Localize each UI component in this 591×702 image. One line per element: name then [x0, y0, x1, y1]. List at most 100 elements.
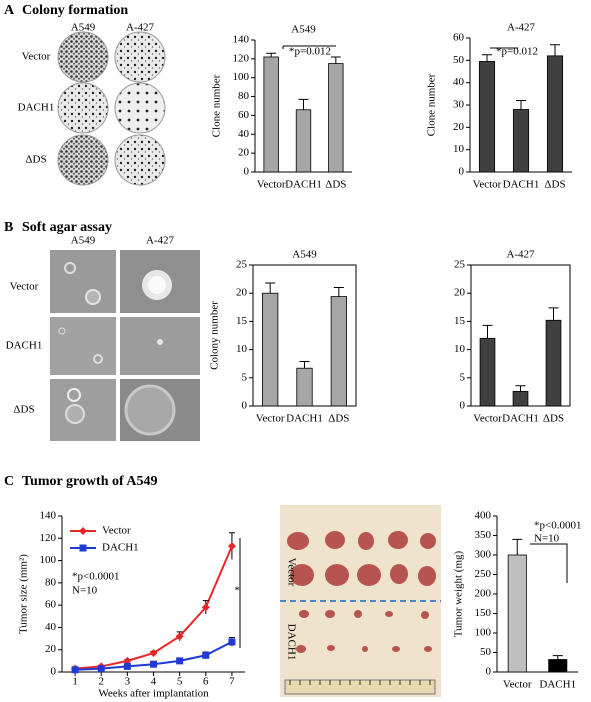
column-label: A549 — [71, 22, 96, 34]
y-tick-label: 40 — [45, 621, 57, 633]
significance-bracket — [530, 543, 568, 583]
y-tick-label: 80 — [238, 90, 250, 102]
panel-letter: B — [4, 220, 13, 235]
x-tick-label: ΔDS — [325, 179, 346, 191]
x-tick-label: 3 — [125, 676, 131, 688]
y-tick-label: 60 — [45, 599, 57, 611]
marker — [71, 666, 79, 674]
y-tick-label: 25 — [454, 259, 466, 271]
y-tick-label: 0 — [244, 166, 250, 178]
marker — [227, 542, 236, 551]
x-tick-label: DACH1 — [539, 679, 576, 691]
y-tick-label: 0 — [460, 400, 466, 412]
row-label: DACH1 — [6, 340, 43, 352]
bar — [328, 63, 344, 173]
y-tick-label: 20 — [454, 287, 466, 299]
marker — [97, 665, 105, 673]
error-bar — [516, 100, 526, 110]
column-label: A549 — [71, 235, 96, 247]
panel-letter: C — [4, 474, 14, 489]
error-bar — [515, 385, 526, 392]
annotation: *p<0.0001 — [72, 571, 119, 583]
y-tick-label: 250 — [475, 568, 492, 580]
legend-marker — [79, 527, 87, 535]
annotation: * — [234, 585, 240, 597]
y-tick-label: 0 — [459, 166, 465, 178]
error-bar — [265, 282, 276, 294]
colony-plates — [57, 31, 166, 186]
y-tick-label: 0 — [242, 400, 248, 412]
x-tick-label: Vector — [256, 413, 285, 425]
y-tick-label: 150 — [475, 607, 492, 619]
annotation: N=10 — [72, 585, 98, 597]
row-label: ΔDS — [13, 404, 34, 416]
marker — [123, 656, 132, 665]
x-tick-label: ΔDS — [543, 413, 564, 425]
bar — [263, 56, 279, 173]
bar — [479, 337, 496, 407]
photo-label: DACH1 — [285, 624, 297, 661]
y-tick-label: 100 — [40, 554, 57, 566]
x-tick-label: 5 — [177, 676, 183, 688]
row-label: DACH1 — [18, 102, 55, 114]
tumor-photo — [280, 505, 441, 697]
marker — [201, 603, 210, 612]
y-tick-label: 10 — [453, 143, 465, 155]
annotation: *p<0.0001 — [534, 520, 581, 532]
row-label: ΔDS — [25, 154, 46, 166]
x-tick-label: DACH1 — [285, 179, 322, 191]
y-tick-label: 40 — [238, 128, 250, 140]
y-tick-label: 10 — [454, 343, 466, 355]
y-tick-label: 400 — [475, 510, 492, 522]
row-label: Vector — [22, 51, 51, 63]
error-bar — [482, 324, 493, 339]
y-tick-label: 60 — [453, 32, 465, 44]
y-tick-label: 5 — [242, 371, 248, 383]
y-tick-label: 15 — [236, 315, 248, 327]
panel-title: Soft agar assay — [22, 220, 112, 235]
x-tick-label: 6 — [203, 676, 209, 688]
annotation: *p=0.012 — [496, 46, 538, 58]
y-tick-label: 20 — [238, 147, 250, 159]
y-tick-label: 100 — [233, 71, 250, 83]
bar — [512, 390, 529, 407]
column-label: A-427 — [146, 235, 175, 247]
y-tick-label: 120 — [233, 52, 250, 64]
bar — [262, 292, 279, 407]
x-tick-label: DACH1 — [286, 413, 323, 425]
x-tick-label: 2 — [98, 676, 104, 688]
y-axis-label: Tumor weight (mg) — [453, 550, 465, 637]
bar — [296, 367, 313, 407]
x-tick-label: 7 — [229, 676, 235, 688]
error-bar — [330, 56, 341, 64]
panel-title: Tumor growth of A549 — [22, 474, 157, 489]
chart-title: A-427 — [507, 22, 536, 34]
bar — [330, 296, 347, 407]
x-tick-label: Vector — [503, 679, 532, 691]
x-tick-label: ΔDS — [544, 179, 565, 191]
error-bar — [550, 44, 560, 56]
bar — [478, 61, 496, 173]
y-axis-label: Tumor size (mm²) — [18, 554, 30, 634]
soft-agar-photos — [50, 250, 200, 441]
y-tick-label: 100 — [475, 627, 492, 639]
y-tick-label: 20 — [453, 121, 465, 133]
y-tick-label: 15 — [454, 315, 466, 327]
bar — [507, 554, 527, 673]
bar — [545, 319, 562, 407]
bar — [295, 109, 312, 173]
marker — [228, 638, 236, 646]
bar — [548, 659, 568, 673]
error-bar — [299, 360, 310, 369]
y-tick-label: 25 — [236, 259, 248, 271]
column-label: A-427 — [126, 22, 155, 34]
row-label: Vector — [10, 281, 39, 293]
legend-label: DACH1 — [102, 542, 139, 554]
panel-letter: A — [4, 3, 15, 18]
annotation: *p=0.012 — [289, 46, 331, 58]
y-tick-label: 80 — [45, 576, 57, 588]
chart-title: A549 — [292, 249, 317, 261]
y-tick-label: 10 — [236, 343, 248, 355]
y-tick-label: 140 — [40, 510, 57, 522]
x-tick-label: Vector — [473, 179, 502, 191]
